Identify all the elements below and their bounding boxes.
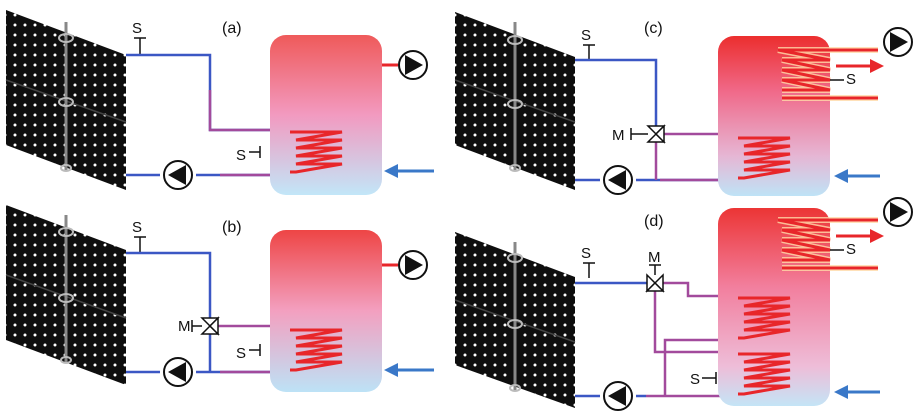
sensor-icon xyxy=(249,146,261,158)
three-way-valve-icon xyxy=(645,273,665,293)
valve-label: M xyxy=(648,249,661,266)
sensor-label: S xyxy=(690,371,700,388)
supply-pipe xyxy=(126,53,280,132)
sensor-label: S xyxy=(581,245,591,262)
heat-exchanger-coil-icon xyxy=(290,328,343,372)
pump-icon xyxy=(603,165,633,195)
arrow-icon xyxy=(836,229,884,243)
storage-tank-icon xyxy=(270,230,382,392)
sensor-label: S xyxy=(236,345,246,362)
heat-exchanger-coil-icon xyxy=(290,130,343,174)
supply-pipe xyxy=(126,251,212,372)
sensor-icon xyxy=(583,262,595,278)
storage-tank-icon xyxy=(270,35,382,195)
pump-icon xyxy=(398,250,428,280)
pump-icon xyxy=(603,381,633,411)
lower-coil-pipe xyxy=(653,291,735,354)
sensor-icon xyxy=(583,44,595,60)
panel-a: (a) S S xyxy=(5,10,434,195)
sensor-label: S xyxy=(132,20,142,37)
panel-c: (c) S M S xyxy=(454,12,913,196)
three-way-valve-icon xyxy=(646,124,666,144)
three-way-valve-icon xyxy=(200,316,220,336)
heat-exchanger-coil-icon xyxy=(738,296,791,340)
heat-exchanger-coil-icon xyxy=(738,352,791,396)
solar-collector-icon xyxy=(5,205,127,385)
arrow-icon xyxy=(834,385,880,399)
return-pipe-upper xyxy=(663,338,735,396)
heat-exchanger-coil-icon xyxy=(738,136,791,180)
sensor-icon xyxy=(134,37,146,55)
panel-label: (d) xyxy=(644,213,664,230)
pump-icon xyxy=(163,357,193,387)
panel-d: (d) S M S S xyxy=(454,197,913,411)
valve-actuator xyxy=(649,264,661,275)
panel-label: (a) xyxy=(222,20,242,37)
supply-pipe-return-section xyxy=(208,90,280,132)
sensor-icon xyxy=(702,372,717,384)
arrow-icon xyxy=(384,164,434,178)
valve-actuator xyxy=(191,320,202,332)
arrow-icon xyxy=(384,363,434,377)
sensor-label: S xyxy=(132,219,142,236)
sensor-label: S xyxy=(846,241,856,258)
dhw-coil xyxy=(777,218,878,270)
sensor-label: S xyxy=(236,147,246,164)
valve-actuator xyxy=(630,128,648,140)
arrow-icon xyxy=(836,59,884,73)
pump-icon xyxy=(163,160,193,190)
pump-icon xyxy=(883,197,913,227)
dhw-coil xyxy=(777,48,878,100)
pump-icon xyxy=(398,50,428,80)
supply-pipe xyxy=(575,58,658,128)
valve-label: M xyxy=(178,318,191,335)
panel-label: (b) xyxy=(222,219,242,236)
arrow-icon xyxy=(834,169,880,183)
sensor-icon xyxy=(249,344,261,356)
upper-coil-pipe xyxy=(663,281,735,298)
pump-icon xyxy=(883,27,913,57)
panel-label: (c) xyxy=(644,20,663,37)
solar-collector-icon xyxy=(454,12,576,190)
sensor-icon xyxy=(134,236,146,253)
panel-b: (b) S M S xyxy=(5,205,434,392)
valve-label: M xyxy=(612,127,625,144)
solar-collector-icon xyxy=(454,232,576,408)
sensor-label: S xyxy=(581,27,591,44)
sensor-label: S xyxy=(846,71,856,88)
solar-collector-icon xyxy=(5,10,127,190)
